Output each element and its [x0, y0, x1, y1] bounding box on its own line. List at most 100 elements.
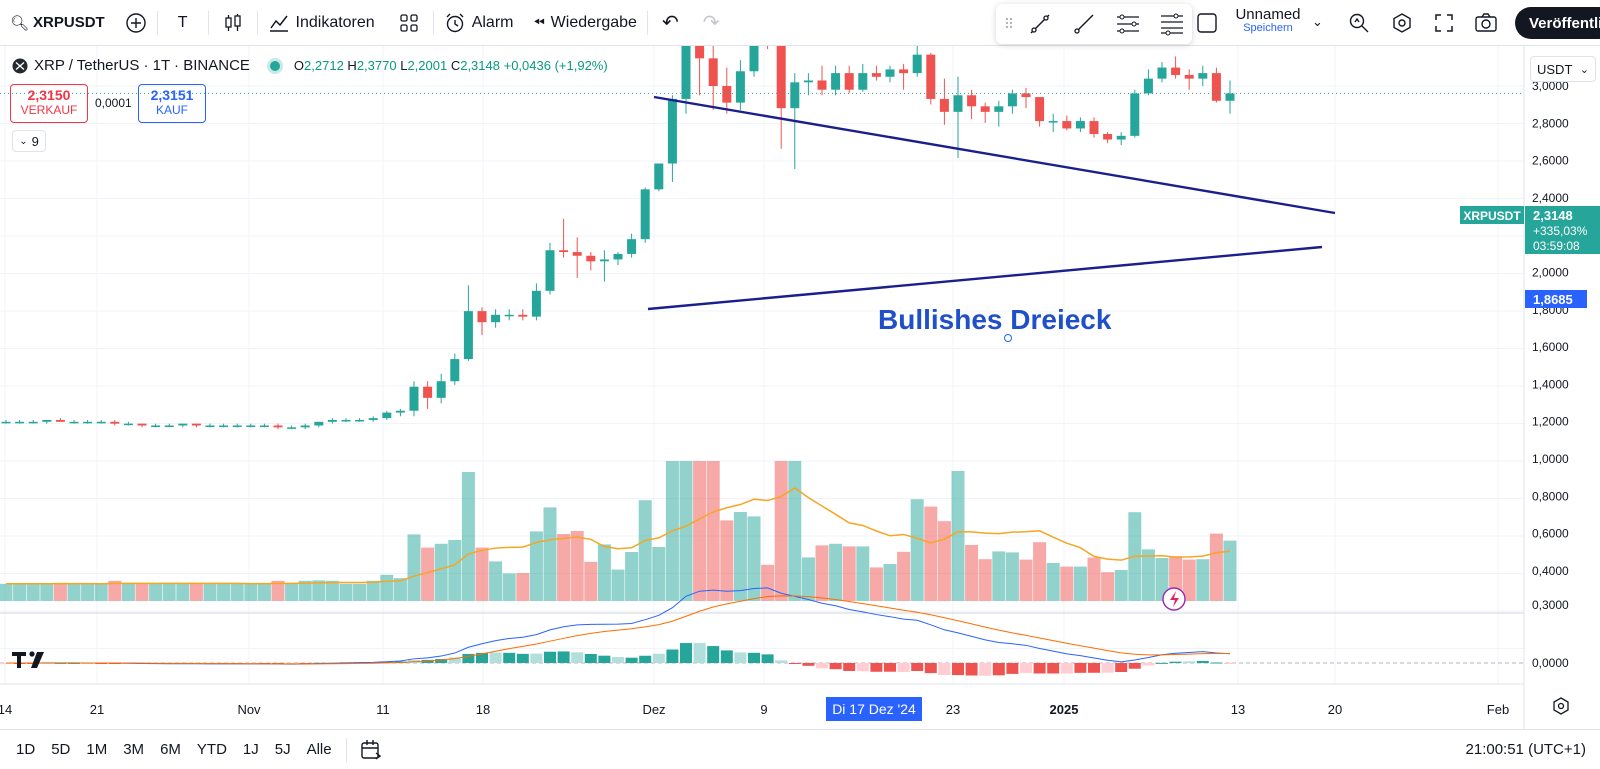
- candle-body: [1143, 78, 1153, 94]
- candle-body: [28, 421, 38, 424]
- market-status-dot[interactable]: [269, 60, 280, 71]
- range-button-ytd[interactable]: YTD: [196, 741, 227, 758]
- macd-histogram-bar: [530, 653, 543, 663]
- change-value: +0,0436 (+1,92%): [503, 58, 608, 73]
- volume-bar: [1087, 557, 1101, 601]
- range-button-1j[interactable]: 1J: [242, 741, 259, 758]
- volume-bar: [162, 583, 176, 601]
- fib-retracement-icon[interactable]: [1152, 7, 1192, 41]
- quick-search-icon[interactable]: [1348, 12, 1370, 34]
- candle-body: [355, 419, 365, 422]
- toolbar-divider: [646, 10, 648, 35]
- macd-histogram-bar: [1101, 663, 1114, 673]
- buy-button[interactable]: 2,3151 KAUF: [138, 84, 206, 123]
- camera-icon[interactable]: [1474, 12, 1498, 34]
- layout-name-button[interactable]: Unnamed Speichern: [1230, 6, 1306, 34]
- volume-bar: [842, 546, 856, 601]
- settings-gear-icon[interactable]: [1391, 12, 1413, 34]
- compare-button[interactable]: [115, 0, 157, 46]
- macd-histogram-bar: [1060, 663, 1073, 674]
- templates-button[interactable]: [385, 0, 433, 46]
- candle-body: [382, 412, 392, 419]
- layout-name: Unnamed: [1235, 6, 1301, 23]
- trend-line-icon[interactable]: [1020, 7, 1060, 41]
- symbol-search-button[interactable]: 🔍︎ XRPUSDT: [0, 0, 115, 46]
- volume-bar: [502, 573, 516, 601]
- candle-body: [96, 421, 106, 424]
- candle-body: [531, 290, 541, 317]
- price-axis-label: 0,0000: [1532, 656, 1569, 670]
- lower-trendline[interactable]: [647, 245, 1323, 311]
- redo-icon: ↷: [702, 12, 720, 34]
- replay-button[interactable]: ⏪︎ Wiedergabe: [523, 0, 646, 46]
- time-axis-label: 9: [760, 702, 767, 717]
- candle-body: [1075, 121, 1085, 129]
- lightning-icon[interactable]: [1162, 587, 1186, 611]
- candle-body: [436, 381, 446, 398]
- alert-button[interactable]: Alarm: [434, 0, 524, 46]
- ray-line-icon[interactable]: [1064, 7, 1104, 41]
- indicator-count: 9: [31, 133, 39, 149]
- volume-bar: [965, 545, 979, 601]
- macd-histogram-bar: [489, 652, 502, 663]
- undo-button[interactable]: ↶: [648, 0, 693, 46]
- sell-button[interactable]: 2,3150 VERKAUF: [10, 84, 88, 123]
- currency-select[interactable]: USDT ⌄: [1530, 56, 1596, 82]
- range-button-3m[interactable]: 3M: [123, 741, 145, 758]
- volume-bar: [94, 583, 108, 601]
- close-value: 2,3148: [460, 58, 500, 73]
- axis-settings-icon[interactable]: [1553, 697, 1569, 715]
- chart-type-button[interactable]: [209, 0, 257, 46]
- alarm-clock-icon: [444, 12, 466, 34]
- macd-histogram-bar: [1047, 663, 1060, 674]
- candle-body: [708, 58, 718, 87]
- time-axis-label: Feb: [1487, 702, 1509, 717]
- volume-bar: [1073, 566, 1087, 601]
- fullscreen-icon[interactable]: [1433, 12, 1455, 34]
- volume-bar: [26, 583, 40, 601]
- range-button-5d[interactable]: 5D: [51, 741, 71, 758]
- macd-histogram-bar: [1183, 661, 1196, 663]
- upper-trendline[interactable]: [653, 95, 1336, 215]
- range-button-1d[interactable]: 1D: [16, 741, 36, 758]
- goto-date-icon[interactable]: [359, 738, 383, 762]
- volume-bar: [244, 583, 258, 601]
- annotation-anchor[interactable]: [1004, 334, 1012, 342]
- volume-bar: [856, 546, 870, 601]
- drag-handle-icon[interactable]: ⠿: [1003, 15, 1015, 32]
- range-button-alle[interactable]: Alle: [306, 741, 332, 758]
- alert-label: Alarm: [471, 13, 514, 31]
- indicators-button[interactable]: Indikatoren: [258, 0, 385, 46]
- chart-legend: XRP / TetherUS · 1T · BINANCE O2,2712 H2…: [12, 57, 608, 74]
- interval-button[interactable]: T: [158, 0, 208, 46]
- parallel-channel-icon[interactable]: [1108, 7, 1148, 41]
- candle-body: [844, 73, 854, 90]
- macd-histogram-bar: [462, 653, 475, 663]
- volume-bar: [788, 461, 802, 601]
- range-button-1m[interactable]: 1M: [86, 741, 108, 758]
- layout-square-icon[interactable]: [1196, 12, 1218, 34]
- volume-bar: [366, 580, 380, 601]
- clock-timezone[interactable]: 21:00:51 (UTC+1): [1465, 741, 1586, 758]
- price-chart[interactable]: Bullishes Dreieck 3,0000 2,8000 2,6000 2,40…: [0, 46, 1600, 729]
- volume-bar: [1141, 549, 1155, 601]
- volume-bar: [189, 583, 203, 601]
- candle-body: [341, 419, 351, 422]
- symbol-title[interactable]: XRP / TetherUS · 1T · BINANCE: [34, 57, 250, 74]
- candle-body: [1035, 97, 1045, 122]
- chevron-down-icon[interactable]: ⌄: [1312, 14, 1323, 29]
- interval-label: T: [177, 13, 188, 31]
- range-button-5j[interactable]: 5J: [274, 741, 291, 758]
- redo-button[interactable]: ↷: [693, 0, 730, 46]
- candle-body: [790, 82, 800, 109]
- pattern-annotation[interactable]: Bullishes Dreieck: [878, 304, 1112, 335]
- publish-button[interactable]: Veröffentli: [1515, 7, 1600, 39]
- macd-histogram-bar: [843, 663, 856, 671]
- volume-bar: [1155, 558, 1169, 601]
- range-button-6m[interactable]: 6M: [160, 741, 181, 758]
- volume-bar: [584, 561, 598, 601]
- candle-body: [980, 106, 990, 112]
- candle-body: [259, 425, 269, 428]
- indicators-collapse-button[interactable]: ⌄ 9: [12, 130, 46, 152]
- candle-body: [273, 425, 283, 428]
